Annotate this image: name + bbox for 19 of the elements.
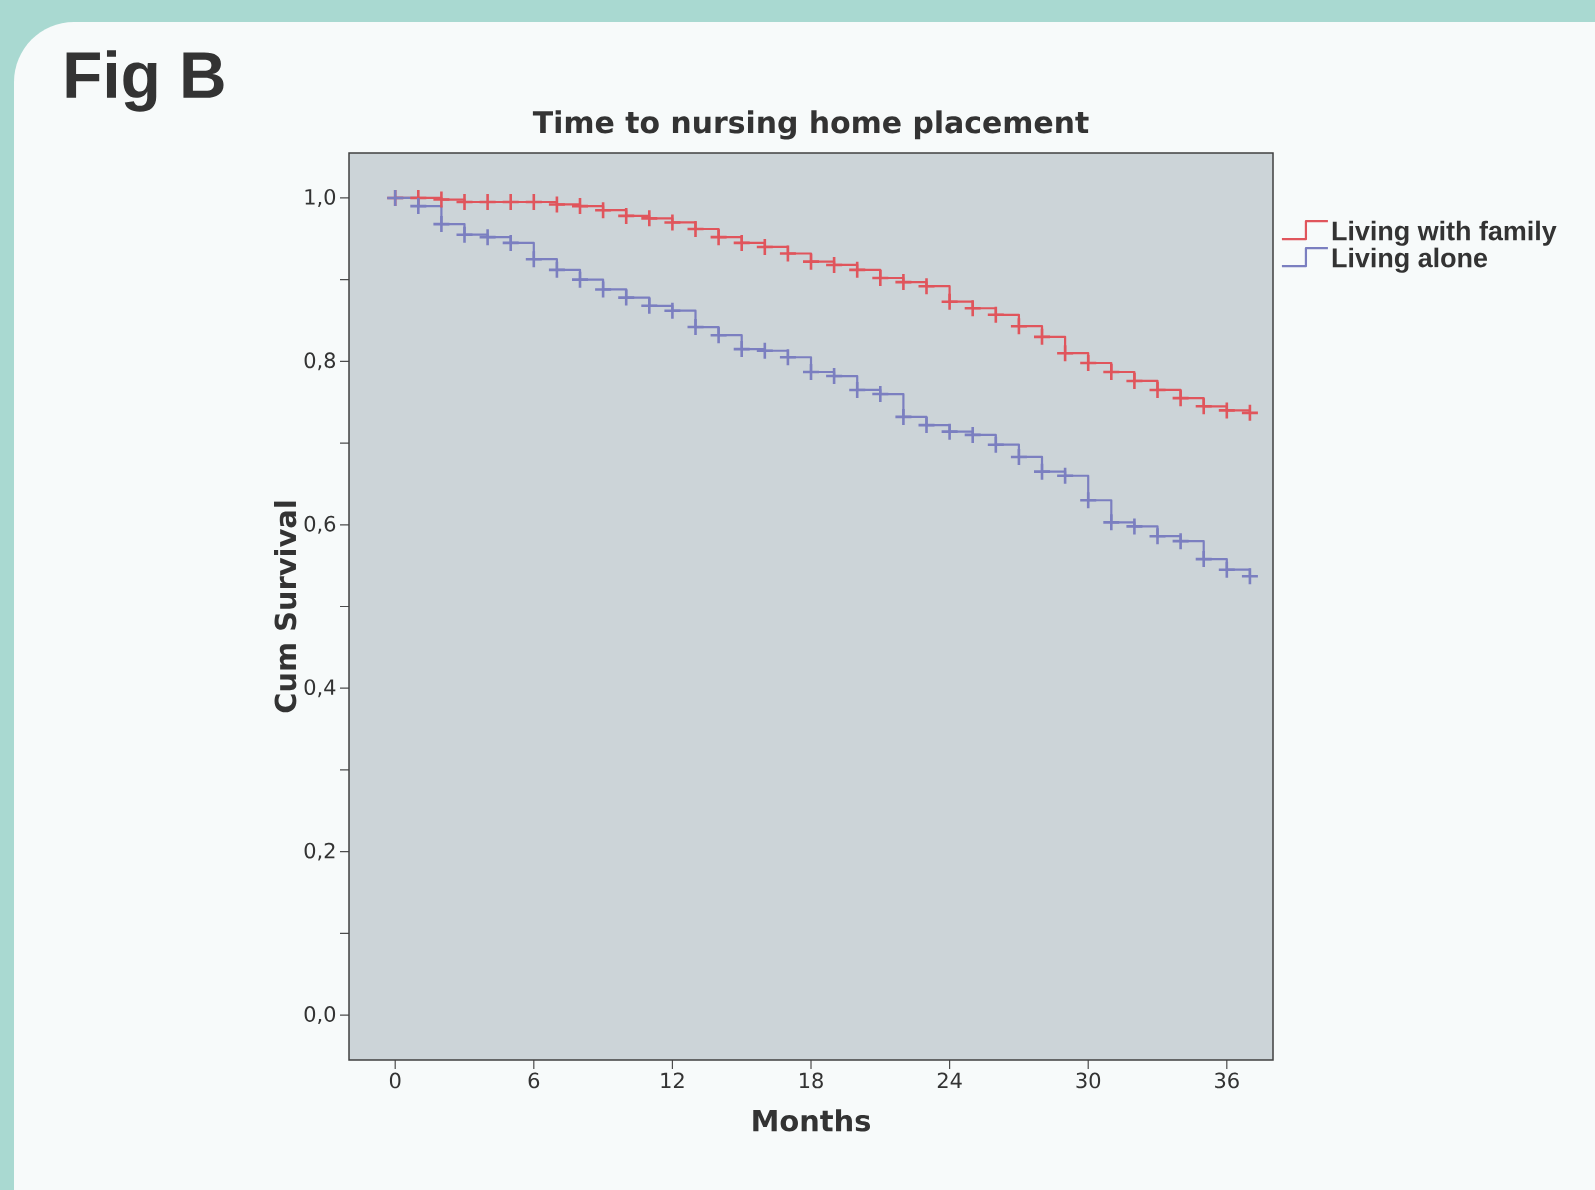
legend-label: Living with family: [1332, 220, 1557, 246]
x-tick-label: 30: [1076, 1072, 1101, 1089]
x-tick-label: 12: [661, 1072, 684, 1089]
x-tick-label: 24: [937, 1072, 962, 1089]
x-tick-label: 6: [528, 1072, 540, 1089]
x-tick-label: 36: [1215, 1072, 1239, 1089]
chart-title: Time to nursing home placement: [532, 110, 1089, 140]
y-tick-label: 0,6: [304, 515, 336, 534]
y-axis-title: Cum Survival: [274, 501, 297, 713]
legend-label: Living alone: [1332, 247, 1488, 273]
y-tick-label: 0,4: [304, 679, 336, 698]
y-tick-label: 0,0: [304, 1006, 336, 1025]
y-tick-label: 0,8: [304, 352, 336, 371]
x-tick-label: 18: [799, 1072, 823, 1089]
y-tick-label: 1,0: [305, 188, 336, 207]
text: Fig B: [66, 50, 224, 112]
y-tick-label: 0,2: [304, 842, 335, 861]
x-tick-label: 0: [389, 1072, 401, 1089]
x-axis-title: Months: [753, 1109, 871, 1132]
